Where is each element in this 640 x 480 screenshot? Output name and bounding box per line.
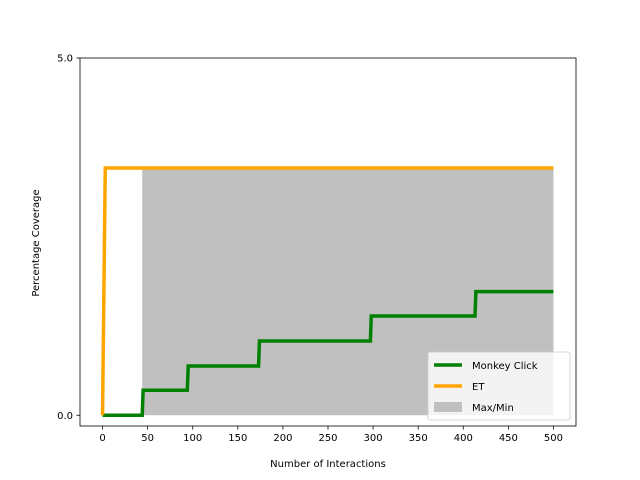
x-tick-label: 400: [454, 433, 473, 444]
series-line-et: [100, 166, 554, 416]
legend: Monkey Click ET Max/Min: [427, 351, 571, 421]
x-tick-label: 100: [183, 433, 202, 444]
x-tick-label: 0: [99, 433, 105, 444]
x-tick-label: 300: [364, 433, 383, 444]
x-tick-label: 150: [228, 433, 247, 444]
legend-label-monkey-click: Monkey Click: [472, 361, 538, 372]
legend-swatch-max-min: [434, 402, 462, 412]
legend-label-max-min: Max/Min: [472, 403, 514, 414]
x-tick-label: 450: [499, 433, 518, 444]
y-tick-label: 0.0: [57, 411, 73, 422]
x-tick-label: 500: [544, 433, 563, 444]
x-tick-label: 250: [318, 433, 337, 444]
y-tick-label: 5.0: [57, 54, 73, 65]
legend-box: [427, 351, 571, 421]
legend-label-et: ET: [472, 382, 485, 393]
x-tick-label: 200: [273, 433, 292, 444]
x-axis-label: Number of Interactions: [270, 459, 386, 470]
y-axis-label: Percentage Coverage: [31, 189, 42, 296]
x-tick-label: 350: [409, 433, 428, 444]
x-tick-label: 50: [141, 433, 154, 444]
axis-ticks: 0 50 100 150 200 250 300 350 400 450 500 0.0 5.0: [57, 54, 563, 445]
series-line-monkey-click: [102, 289, 554, 418]
